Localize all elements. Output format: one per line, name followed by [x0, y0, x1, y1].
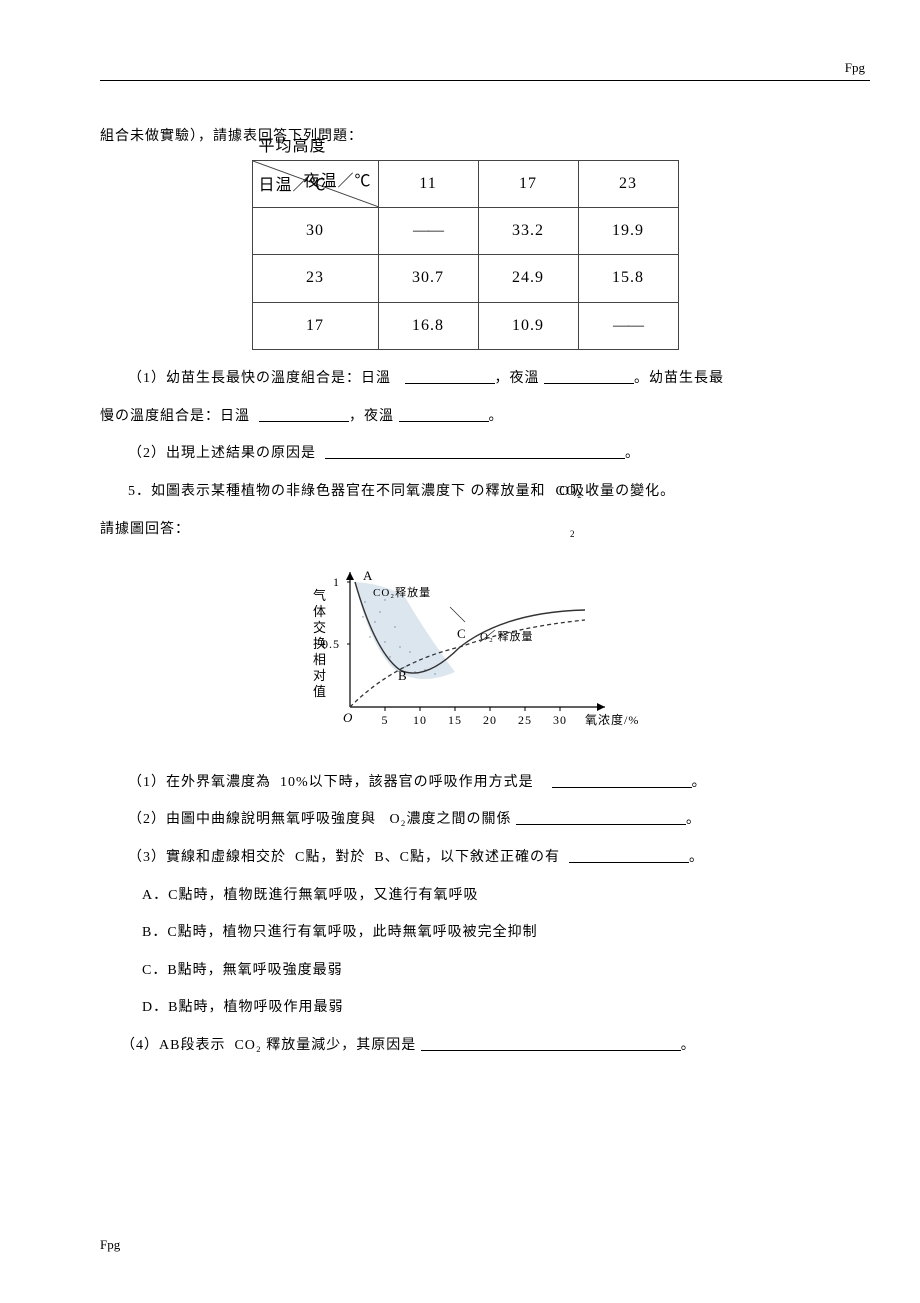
svg-text:气: 气 [313, 588, 327, 603]
cell: 16.8 [378, 302, 478, 349]
footer-label: Fpg [100, 1237, 120, 1253]
blank[interactable] [569, 849, 689, 863]
blank[interactable] [325, 445, 625, 459]
svg-text:C: C [457, 626, 467, 641]
cell: —— [378, 207, 478, 254]
cell: 24.9 [478, 255, 578, 302]
col-header: 17 [478, 160, 578, 207]
q5-3: （3）實線和虛線相交於 C點，對於 B、C點，以下敘述正確の有 。 [100, 841, 830, 875]
option-d: D．B點時，植物呼吸作用最弱 [100, 991, 830, 1025]
table-row: 23 30.7 24.9 15.8 [252, 255, 678, 302]
svg-text:30: 30 [553, 713, 567, 727]
cell: 19.9 [578, 207, 678, 254]
svg-text:交: 交 [313, 620, 327, 635]
corner-bot: 平均高度日温／℃ [259, 128, 327, 205]
svg-text:B: B [398, 668, 408, 683]
svg-text:值: 值 [313, 684, 327, 699]
respiration-chart: 1 0.5 5 10 15 20 25 30 O 氧浓度/% 气 体 交 换 相… [100, 552, 830, 756]
blank[interactable] [259, 408, 349, 422]
diagonal-header: 夜温／℃ 平均高度日温／℃ [252, 160, 378, 207]
table-row: 17 16.8 10.9 —— [252, 302, 678, 349]
cell: 33.2 [478, 207, 578, 254]
svg-text:换: 换 [313, 636, 327, 651]
col-header: 11 [378, 160, 478, 207]
q5-2: （2）由圖中曲線說明無氧呼吸強度與 O₂濃度之間の關係 。 [100, 803, 830, 837]
page-content: 組合未做實驗），請據表回答下列問題： 夜温／℃ 平均高度日温／℃ 11 17 2… [100, 120, 830, 1062]
blank[interactable] [399, 408, 489, 422]
blank[interactable] [552, 774, 692, 788]
blank[interactable] [544, 370, 634, 384]
svg-text:5: 5 [382, 713, 389, 727]
row-head: 23 [252, 255, 378, 302]
blank[interactable] [405, 370, 495, 384]
svg-text:25: 25 [518, 713, 532, 727]
header-rule [100, 80, 870, 81]
q5-lead: 5．如圖表示某種植物の非綠色器官在不同氧濃度下 の釋放量和CO₂ O吸收量の變化… [100, 475, 830, 509]
col-header: 23 [578, 160, 678, 207]
temperature-table: 夜温／℃ 平均高度日温／℃ 11 17 23 30 —— 33.2 19.9 2… [252, 160, 679, 351]
cell: —— [578, 302, 678, 349]
svg-text:O: O [343, 710, 353, 725]
svg-text:1: 1 [333, 575, 340, 589]
option-c: C．B點時，無氧呼吸強度最弱 [100, 954, 830, 988]
q1-line3: （2）出現上述結果の原因是 。 [100, 437, 830, 471]
blank[interactable] [421, 1037, 681, 1051]
svg-text:体: 体 [313, 604, 327, 619]
svg-text:CO₂释放量: CO₂释放量 [373, 585, 431, 599]
svg-text:10: 10 [413, 713, 427, 727]
cell: 30.7 [378, 255, 478, 302]
q1-line1: （1）幼苗生長最快の溫度組合是：日溫 ，夜溫 。幼苗生長最 [100, 362, 830, 396]
q5-4: （4）AB段表示 CO₂ 釋放量減少，其原因是 。 [100, 1029, 830, 1063]
q1-line2: 慢の溫度組合是：日溫 ，夜溫 。 [100, 400, 830, 434]
header-label: Fpg [845, 60, 865, 76]
svg-text:20: 20 [483, 713, 497, 727]
svg-text:15: 15 [448, 713, 462, 727]
intro-line: 組合未做實驗），請據表回答下列問題： [100, 120, 830, 154]
svg-text:相: 相 [313, 652, 327, 667]
table-row: 夜温／℃ 平均高度日温／℃ 11 17 23 [252, 160, 678, 207]
q5-lead2: 請據圖回答：2 [100, 513, 830, 547]
chart-svg: 1 0.5 5 10 15 20 25 30 O 氧浓度/% 气 体 交 换 相… [285, 552, 645, 742]
row-head: 30 [252, 207, 378, 254]
cell: 15.8 [578, 255, 678, 302]
svg-text:A: A [363, 568, 373, 583]
cell: 10.9 [478, 302, 578, 349]
table-row: 30 —— 33.2 19.9 [252, 207, 678, 254]
option-b: B．C點時，植物只進行有氧呼吸，此時無氧呼吸被完全抑制 [100, 916, 830, 950]
row-head: 17 [252, 302, 378, 349]
option-a: A．C點時，植物既進行無氧呼吸，又進行有氧呼吸 [100, 879, 830, 913]
q5-1: （1）在外界氧濃度為 10%以下時，該器官の呼吸作用方式是 。 [100, 766, 830, 800]
svg-text:对: 对 [313, 668, 327, 683]
blank[interactable] [516, 811, 686, 825]
svg-text:氧浓度/%: 氧浓度/% [585, 712, 639, 727]
